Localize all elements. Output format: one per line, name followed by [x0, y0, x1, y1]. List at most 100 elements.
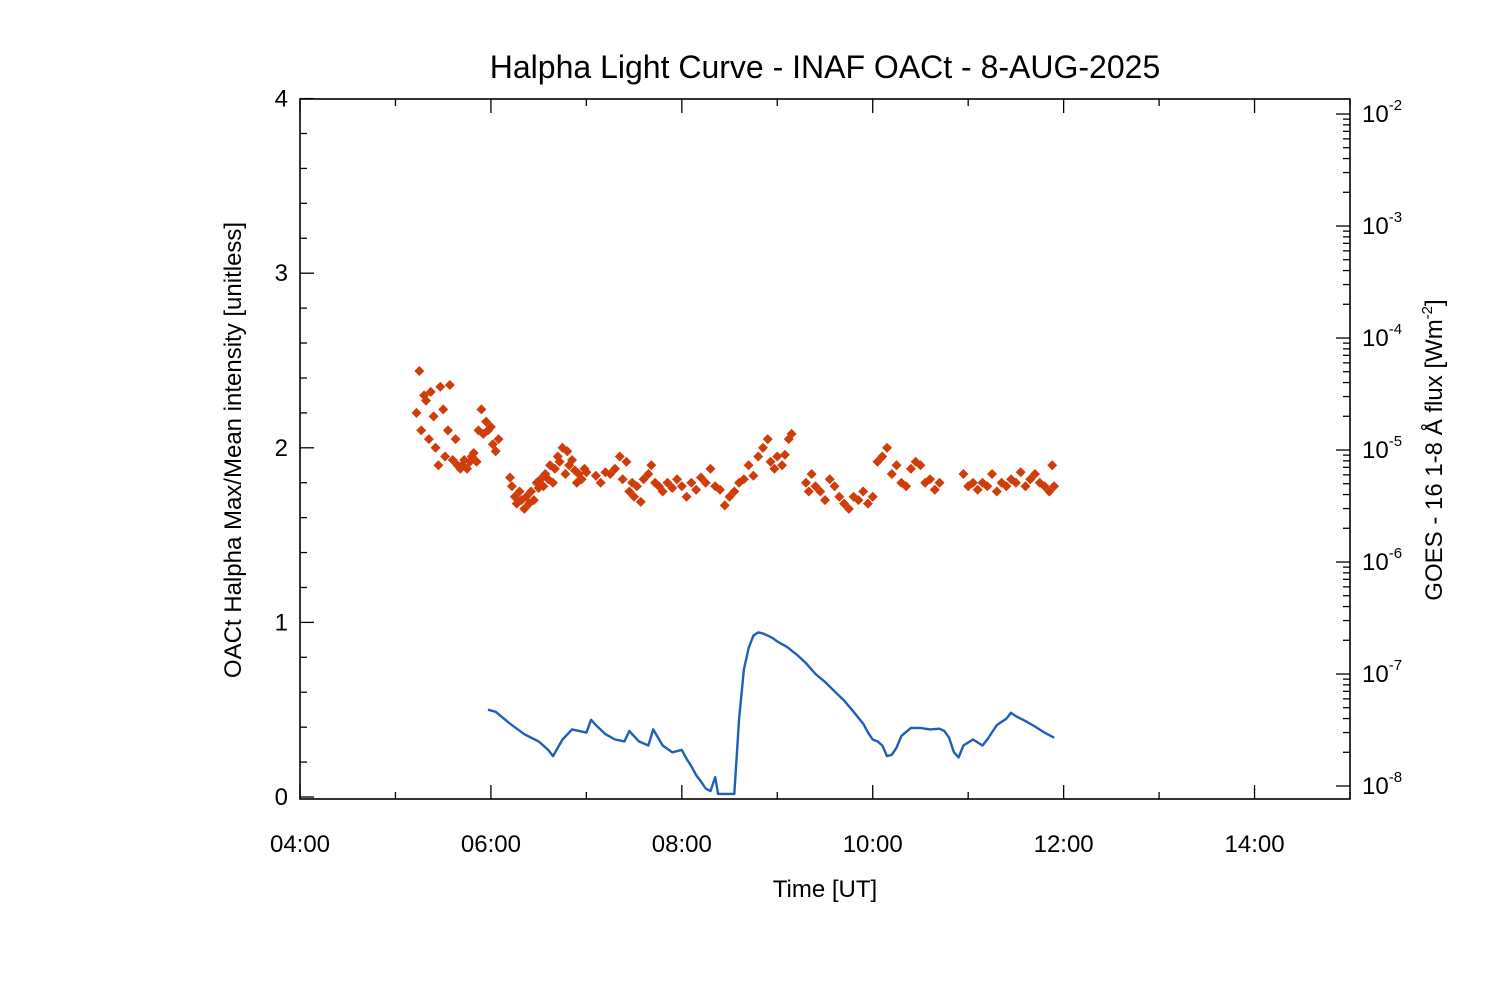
halpha-point: [715, 484, 725, 495]
halpha-point: [430, 442, 441, 453]
halpha-point: [753, 451, 764, 462]
halpha-point: [526, 486, 536, 497]
y-axis-label: OACt Halpha Max/Mean intensity [unitless…: [220, 222, 247, 678]
halpha-point: [705, 463, 716, 474]
halpha-point: [657, 486, 668, 497]
halpha-point: [528, 495, 539, 506]
halpha-point: [423, 434, 434, 445]
halpha-point: [967, 477, 978, 488]
halpha-point: [538, 481, 549, 492]
halpha-point: [757, 442, 768, 453]
halpha-point: [667, 482, 678, 493]
y2-axis-label-main: GOES - 16 1-8 Å flux [Wm: [1420, 319, 1448, 600]
halpha-point: [872, 456, 883, 467]
halpha-point: [991, 486, 1002, 497]
y2-tick-label: 10-8: [1362, 769, 1402, 800]
halpha-point: [834, 491, 845, 502]
y2-tick-base: 10: [1362, 437, 1389, 464]
halpha-point: [806, 468, 817, 479]
halpha-point: [748, 470, 759, 481]
halpha-point: [672, 474, 683, 485]
y2-tick-base: 10: [1362, 213, 1389, 240]
halpha-point: [614, 451, 625, 462]
halpha-point: [915, 460, 926, 471]
halpha-point: [440, 451, 451, 462]
x-tick-label: 08:00: [652, 831, 712, 858]
halpha-point: [803, 486, 814, 497]
halpha-point: [1025, 474, 1036, 485]
halpha-point: [624, 486, 635, 497]
halpha-point: [506, 481, 517, 492]
halpha-point: [514, 486, 525, 497]
halpha-point: [824, 474, 835, 485]
halpha-point: [829, 481, 840, 492]
halpha-point: [700, 477, 711, 488]
halpha-point: [490, 446, 501, 457]
halpha-point: [853, 495, 864, 506]
halpha-point: [820, 495, 830, 506]
x-tick-label: 12:00: [1034, 831, 1094, 858]
y2-tick-exponent: -4: [1389, 321, 1402, 338]
halpha-point: [447, 455, 458, 466]
halpha-point: [638, 474, 649, 485]
halpha-point: [1049, 481, 1060, 492]
y2-axis-label: GOES - 16 1-8 Å flux [Wm-2]: [1419, 299, 1448, 600]
x-tick-label: 06:00: [461, 831, 521, 858]
halpha-point: [877, 451, 888, 462]
y2-tick-base: 10: [1362, 549, 1389, 576]
halpha-point: [560, 468, 571, 479]
halpha-point: [1015, 467, 1026, 478]
halpha-point: [425, 386, 436, 397]
halpha-point: [691, 484, 702, 495]
halpha-point: [610, 463, 620, 474]
y2-tick-exponent: -5: [1389, 433, 1402, 450]
halpha-point: [617, 474, 628, 485]
y-tick-label: 0: [275, 784, 288, 811]
y2-tick-label: 10-4: [1362, 321, 1402, 352]
y2-tick-label: 10-5: [1362, 433, 1402, 464]
halpha-point: [1010, 477, 1021, 488]
halpha-point: [595, 477, 606, 488]
halpha-point: [428, 411, 439, 422]
halpha-point: [810, 481, 821, 492]
halpha-point: [662, 477, 673, 488]
halpha-point: [867, 491, 878, 502]
y2-tick-exponent: -8: [1389, 769, 1402, 786]
y2-tick-label: 10-2: [1362, 97, 1402, 128]
halpha-point: [646, 460, 657, 471]
halpha-point: [605, 468, 616, 479]
halpha-point: [779, 449, 790, 460]
halpha-point: [435, 381, 446, 392]
halpha-point: [631, 481, 642, 492]
halpha-point: [421, 395, 431, 406]
halpha-point: [547, 477, 558, 488]
y2-tick-exponent: -3: [1389, 209, 1402, 226]
halpha-point: [738, 474, 749, 485]
halpha-point: [433, 460, 444, 471]
halpha-point: [886, 468, 897, 479]
halpha-point: [576, 474, 587, 485]
y2-axis-label-suffix: ]: [1421, 299, 1448, 306]
halpha-point: [438, 404, 449, 415]
y-tick-label: 4: [275, 86, 288, 113]
halpha-point: [891, 460, 902, 471]
chart-title: Halpha Light Curve - INAF OACt - 8-AUG-2…: [490, 49, 1160, 85]
halpha-point: [1001, 481, 1012, 492]
halpha-point: [485, 421, 496, 432]
y2-tick-base: 10: [1362, 661, 1389, 688]
x-tick-label: 14:00: [1225, 831, 1285, 858]
halpha-point: [450, 434, 461, 445]
halpha-point: [929, 484, 940, 495]
halpha-point: [719, 500, 730, 511]
y2-tick-label: 10-3: [1362, 209, 1402, 240]
halpha-point: [476, 404, 487, 415]
x-axis-label: Time [UT]: [773, 876, 877, 903]
y2-axis-label-exponent: -2: [1419, 306, 1436, 319]
halpha-point: [905, 463, 916, 474]
y2-tick-base: 10: [1362, 101, 1389, 128]
halpha-point: [901, 481, 912, 492]
halpha-point: [786, 428, 797, 439]
halpha-point: [729, 486, 740, 497]
halpha-point: [777, 460, 788, 471]
halpha-point: [1030, 468, 1040, 479]
